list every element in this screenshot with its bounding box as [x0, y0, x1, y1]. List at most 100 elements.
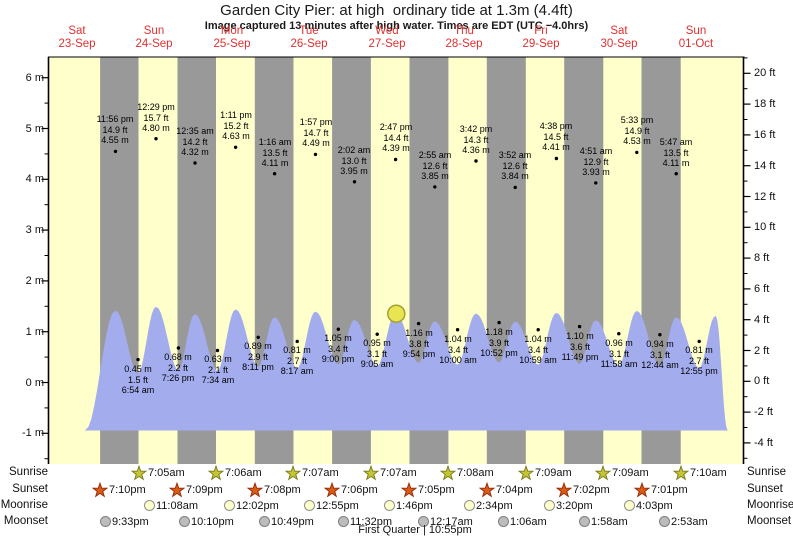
tide-point-dot [474, 159, 478, 163]
m-axis-label: 4 m [25, 173, 44, 185]
moonrise-icon [464, 500, 475, 511]
sunset-time: 7:05pm [418, 483, 455, 496]
moonrise-icon [304, 500, 315, 511]
sunset-entry: 7:09pm [169, 481, 223, 498]
tide-point-dot [577, 324, 582, 329]
moonset-icon [100, 516, 111, 527]
moonset-time: 9:33pm [112, 515, 149, 528]
sunset-entry: 7:04pm [479, 481, 533, 498]
sunrise-time: 7:08am [457, 467, 494, 479]
ft-axis-label: 14 ft [754, 160, 776, 172]
day-name: Thu [454, 25, 474, 37]
sunset-time: 7:04pm [496, 483, 533, 496]
day-label: Sun 01-Oct [661, 25, 731, 51]
astro-row-label-right-sunrise: Sunrise [747, 466, 786, 478]
m-axis-label: 3 m [25, 224, 44, 236]
tide-point-dot [455, 328, 460, 332]
sunrise-star-icon [673, 465, 689, 481]
sunrise-entry: 7:07am [285, 465, 339, 481]
moonset-time: 10:10pm [191, 515, 234, 528]
sunrise-time: 7:06am [225, 467, 262, 479]
high-tide-annotation: 5:33 pm 14.9 ft 4.53 m [620, 115, 654, 146]
sunrise-time: 7:07am [380, 467, 417, 479]
moon-phase-footer: First Quarter | 10:55pm [358, 524, 472, 536]
low-tide-annotation: 0.89 m 2.9 ft 8:11 pm [242, 341, 274, 372]
m-axis-label: 0 m [25, 377, 44, 389]
astro-row-label-left-sunset: Sunset [12, 482, 48, 495]
tide-point-dot [554, 156, 559, 161]
moonset-entry: 10:49pm [259, 514, 314, 530]
high-tide-annotation: 12:29 pm 15.7 ft 4.80 m [137, 102, 175, 133]
moonrise-entry: 11:08am [144, 498, 198, 514]
day-date: 23-Sep [58, 38, 96, 50]
moonset-time: 11:32pm [350, 515, 392, 528]
moonrise-entry: 4:03pm [624, 498, 673, 514]
moonrise-entry: 3:20pm [544, 498, 593, 514]
high-tide-annotation: 2:47 pm 14.4 ft 4.39 m [379, 122, 413, 153]
moonset-time: 1:58am [591, 515, 628, 528]
tide-point-dot [697, 339, 701, 344]
low-tide-annotation: 0.81 m 2.7 ft 12:55 pm [680, 345, 718, 376]
moonset-entry: 1:58am [579, 514, 628, 530]
moonrise-icon [544, 500, 555, 511]
day-date: 24-Sep [135, 38, 173, 50]
day-label: Sat 30-Sep [584, 25, 654, 51]
day-label: Mon 25-Sep [197, 25, 267, 51]
day-label: Thu 28-Sep [429, 25, 499, 51]
sunrise-time: 7:09am [535, 467, 572, 479]
moonrise-entry: 12:02pm [224, 498, 279, 514]
day-label: Wed 27-Sep [352, 25, 422, 51]
page-title: Garden City Pier: at high ordinary tide … [220, 2, 573, 19]
ft-axis-label: 8 ft [754, 252, 770, 264]
moonset-icon [418, 516, 429, 527]
moonset-time: 1:06am [510, 515, 547, 528]
high-tide-annotation: 1:11 pm 15.2 ft 4.63 m [220, 110, 252, 141]
moonrise-time: 12:02pm [236, 499, 279, 512]
moonrise-time: 2:34pm [476, 499, 513, 512]
day-label: Tue 26-Sep [274, 25, 344, 51]
tide-area-curve [84, 306, 728, 431]
tide-point-dot [295, 339, 299, 344]
ft-axis-label: 4 ft [754, 314, 770, 326]
moonset-entry: 11:32pm [338, 514, 392, 530]
low-tide-annotation: 1.05 m 3.4 ft 9:00 pm [321, 333, 355, 364]
moonset-icon [338, 516, 349, 527]
moonrise-entry: 1:46pm [384, 498, 433, 514]
moonset-icon [579, 516, 590, 527]
sunset-star-icon [247, 481, 263, 498]
ft-axis-label: 6 ft [754, 283, 770, 295]
moonset-time: 12:17am [430, 515, 473, 528]
day-name: Sat [610, 25, 628, 37]
tide-point-dot [176, 346, 181, 350]
m-axis-label: 5 m [25, 123, 44, 135]
sunrise-time: 7:05am [148, 467, 185, 479]
tide-point-dot [513, 185, 517, 190]
day-name: Fri [534, 25, 548, 37]
ft-axis-label: 20 ft [754, 67, 776, 79]
sunrise-time: 7:09am [612, 467, 649, 479]
sunset-entry: 7:01pm [634, 481, 688, 498]
m-axis-label: 1 m [25, 326, 44, 338]
high-tide-annotation: 4:38 pm 14.5 ft 4.41 m [539, 121, 573, 152]
sunrise-entry: 7:05am [131, 465, 185, 481]
day-name: Sat [68, 25, 86, 37]
high-tide-annotation: 1:16 am 13.5 ft 4.11 m [258, 137, 292, 168]
day-date: 29-Sep [522, 38, 560, 50]
sunset-entry: 7:02pm [556, 481, 610, 498]
low-tide-annotation: 1.04 m 3.4 ft 10:59 am [519, 334, 557, 365]
tide-point-dot [536, 328, 540, 332]
high-tide-annotation: 3:52 am 12.6 ft 3.84 m [498, 150, 532, 181]
day-name: Sun [685, 25, 707, 37]
moonrise-icon [384, 500, 395, 511]
moonset-time: 10:49pm [271, 515, 314, 528]
low-tide-annotation: 0.63 m 2.1 ft 7:34 am [201, 354, 235, 385]
current-time-marker [387, 304, 406, 323]
astro-row-label-right-moonset: Moonset [747, 514, 792, 527]
day-date: 27-Sep [368, 38, 406, 50]
sunset-entry: 7:10pm [92, 481, 146, 498]
tide-point-dot [154, 137, 158, 141]
ft-axis-label: 2 ft [754, 345, 770, 357]
moonrise-time: 1:46pm [396, 499, 433, 512]
high-tide-annotation: 2:02 am 13.0 ft 3.95 m [337, 145, 371, 176]
sunset-star-icon [401, 481, 417, 498]
